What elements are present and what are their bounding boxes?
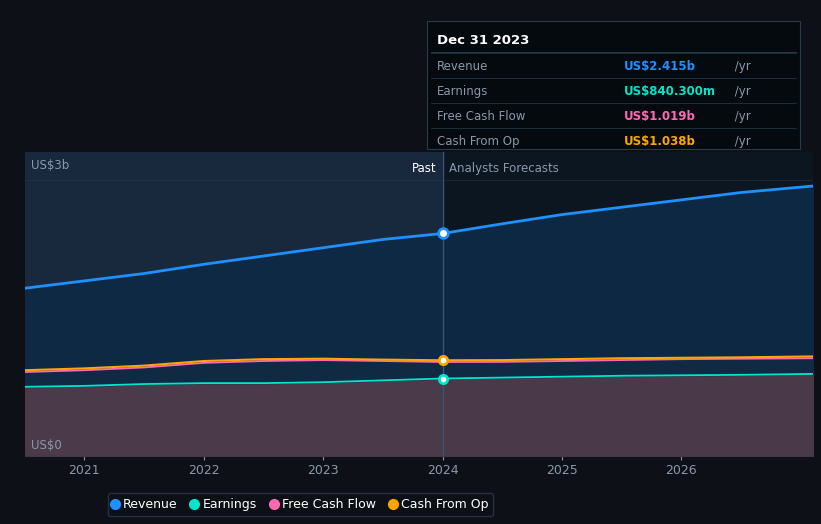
Bar xyxy=(443,152,813,456)
Text: /yr: /yr xyxy=(731,85,750,97)
Bar xyxy=(25,152,443,456)
Text: US$3b: US$3b xyxy=(30,159,69,172)
Text: US$2.415b: US$2.415b xyxy=(624,60,696,72)
Text: US$1.038b: US$1.038b xyxy=(624,135,696,148)
Text: Revenue: Revenue xyxy=(437,60,488,72)
Text: Earnings: Earnings xyxy=(437,85,488,97)
Text: Past: Past xyxy=(412,162,437,175)
Text: /yr: /yr xyxy=(731,110,750,123)
Text: Dec 31 2023: Dec 31 2023 xyxy=(437,35,530,47)
Text: Cash From Op: Cash From Op xyxy=(437,135,519,148)
Text: US$0: US$0 xyxy=(30,439,62,452)
Text: /yr: /yr xyxy=(731,135,750,148)
Text: US$1.019b: US$1.019b xyxy=(624,110,696,123)
Text: Free Cash Flow: Free Cash Flow xyxy=(437,110,525,123)
Text: US$840.300m: US$840.300m xyxy=(624,85,716,97)
Legend: Revenue, Earnings, Free Cash Flow, Cash From Op: Revenue, Earnings, Free Cash Flow, Cash … xyxy=(108,494,493,517)
Text: Analysts Forecasts: Analysts Forecasts xyxy=(448,162,558,175)
Text: /yr: /yr xyxy=(731,60,750,72)
